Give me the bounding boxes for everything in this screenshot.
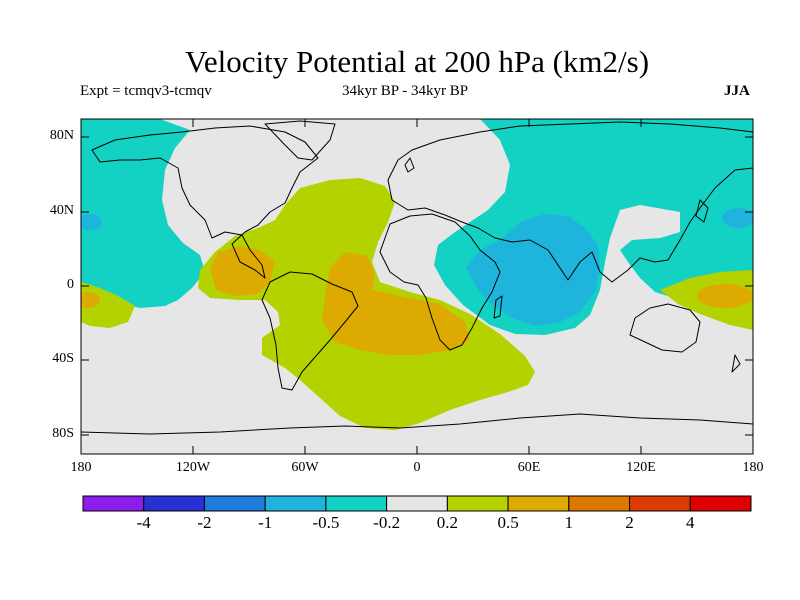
- negative-core-northwest-pacific: [722, 208, 753, 228]
- coastline-north-america: [91, 125, 319, 279]
- axis-ticks: [81, 119, 753, 454]
- lat-label-40n: 40N: [49, 203, 74, 218]
- lon-label-120e: 120E: [626, 460, 656, 475]
- colorbar-level-label: -4: [136, 513, 151, 532]
- map-title: Velocity Potential at 200 hPa (km2/s): [184, 44, 650, 79]
- lat-label-80s: 80S: [52, 426, 74, 441]
- colorbar-level-label: 0.5: [497, 513, 519, 532]
- colorbar-level-label: -2: [197, 513, 212, 532]
- lon-label-180w: 180: [70, 460, 92, 475]
- colorbar-level-label: 1: [564, 513, 574, 532]
- lon-label-180e: 180: [742, 460, 764, 475]
- coastline-new-zealand: [731, 354, 741, 373]
- colorbar-level-label: -0.5: [312, 513, 340, 532]
- negative-core-north-pacific: [81, 214, 102, 230]
- colorbar-swatch: [143, 495, 205, 512]
- coastline-antarctica: [81, 413, 753, 435]
- colorbar-level-label: 0.2: [436, 513, 458, 532]
- season-label: JJA: [724, 83, 750, 99]
- coastline-madagascar: [493, 295, 503, 319]
- coastline-australia: [629, 303, 701, 353]
- coastlines: [81, 120, 753, 435]
- positive-core-west-pacific: [697, 284, 753, 308]
- colorbar-swatch: [82, 495, 145, 512]
- lat-label-equator: 0: [67, 277, 74, 292]
- positive-core-dateline: [81, 292, 100, 308]
- colorbar: [82, 495, 752, 512]
- colorbar-level-label: -1: [258, 513, 273, 532]
- colorbar-swatch: [325, 495, 388, 512]
- colorbar-swatch: [386, 495, 448, 512]
- colorbar-level-label: 4: [686, 513, 695, 532]
- lat-label-40s: 40S: [52, 351, 74, 366]
- colorbar-swatch: [264, 495, 327, 512]
- coastline-south-america: [261, 271, 359, 391]
- period-label: 34kyr BP - 34kyr BP: [342, 83, 469, 99]
- coastline-greenland: [264, 120, 336, 161]
- lat-label-80n: 80N: [49, 128, 74, 143]
- colorbar-level-label: -0.2: [373, 513, 401, 532]
- coastline-africa: [379, 213, 501, 351]
- experiment-label: Expt = tcmqv3-tcmqv: [80, 83, 212, 99]
- lon-label-120w: 120W: [175, 460, 211, 475]
- positive-core-central-america: [210, 246, 275, 296]
- lon-label-60e: 60E: [517, 460, 541, 475]
- map-field: [81, 119, 753, 454]
- colorbar-swatch: [629, 495, 691, 512]
- negative-spot-pacific: [175, 254, 187, 262]
- negative-region-pacific: [81, 119, 205, 308]
- coastline-eurasia: [387, 121, 753, 283]
- coastline-british-isles: [404, 157, 415, 173]
- colorbar-swatch: [203, 495, 266, 512]
- coastline-japan: [695, 199, 709, 223]
- colorbar-swatch: [446, 495, 509, 512]
- lon-label-60w: 60W: [291, 460, 319, 475]
- colorbar-swatch: [689, 495, 752, 512]
- colorbar-swatch: [507, 495, 570, 512]
- colorbar-swatch: [568, 495, 631, 512]
- lon-label-0: 0: [413, 460, 421, 475]
- colorbar-level-label: 2: [625, 513, 634, 532]
- positive-core-south-atlantic: [322, 252, 470, 355]
